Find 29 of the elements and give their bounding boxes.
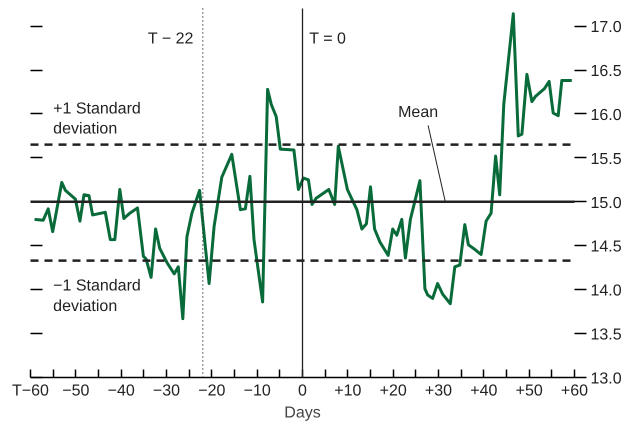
ref-line-label: −1 Standard deviation [53, 278, 141, 316]
x-tick-label: −10 [244, 382, 271, 400]
x-tick-label: −20 [198, 382, 226, 400]
x-tick-label: −40 [108, 382, 135, 400]
ref-line-label: T − 22 [148, 30, 194, 48]
x-tick-label: T−60 [12, 382, 50, 400]
x-tick-label: −50 [62, 382, 90, 400]
y-tick-label: 14.5 [590, 238, 622, 256]
x-tick-label: +30 [424, 382, 452, 400]
ref-line-label: +1 Standard deviation [53, 100, 141, 138]
y-tick-label: 15.5 [590, 150, 622, 168]
x-tick-label: +40 [470, 382, 498, 400]
x-tick-label: +50 [516, 382, 543, 400]
x-tick-label: +10 [334, 382, 362, 400]
y-tick-label: 16.0 [590, 106, 622, 124]
y-tick-label: 13.0 [590, 370, 622, 388]
x-tick-label: 0 [298, 382, 308, 400]
x-tick-label: +20 [380, 382, 407, 400]
x-tick-label: +60 [560, 382, 588, 400]
ref-line-label: Mean [398, 104, 438, 121]
x-axis-title: Days [284, 404, 321, 422]
y-tick-label: 13.5 [590, 326, 622, 344]
line-series [33, 12, 574, 320]
x-tick-label: −30 [152, 382, 180, 400]
y-tick-label: 15.0 [590, 194, 622, 212]
y-tick-label: 16.5 [590, 63, 622, 80]
y-tick-label: 14.0 [590, 282, 622, 300]
y-tick-label: 17.0 [590, 19, 622, 36]
ref-line-label: T = 0 [309, 30, 346, 48]
